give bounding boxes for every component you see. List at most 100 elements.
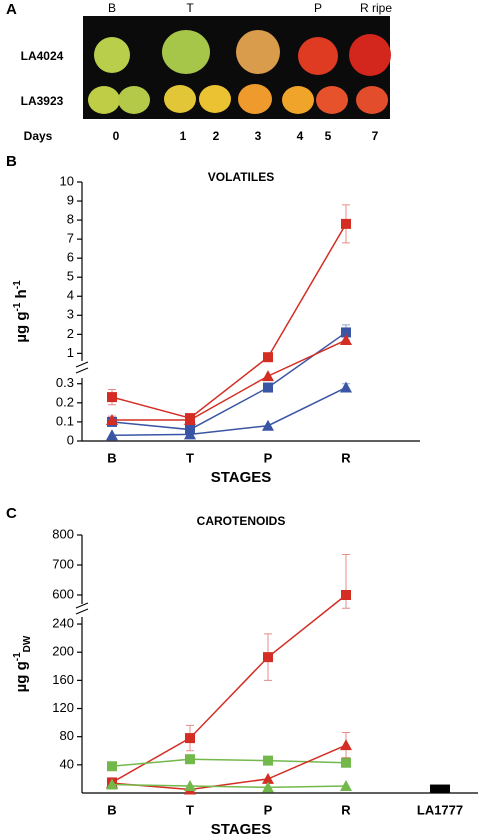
marker <box>262 419 274 431</box>
y-label-part: µg g <box>13 312 30 343</box>
y-tick-label: 1 <box>67 345 74 360</box>
y-label-part: -1 <box>12 302 23 311</box>
x-tick-label: R <box>341 802 351 817</box>
chart-title: VOLATILES <box>208 170 274 184</box>
y-axis-label: µg g-1​ h-1​ <box>12 280 30 343</box>
marker <box>106 414 118 425</box>
marker <box>263 352 273 363</box>
marker <box>263 382 273 393</box>
row-label: LA4024 <box>21 49 64 63</box>
marker <box>185 733 195 744</box>
marker <box>340 381 352 393</box>
series-line <box>111 386 347 437</box>
x-tick-label: P <box>264 802 273 817</box>
x-axis-label: STAGES <box>211 469 272 486</box>
axis-break <box>75 361 89 374</box>
stage-label: B <box>108 1 116 15</box>
error-bar <box>342 554 350 609</box>
y-tick-label: 0 <box>67 432 74 447</box>
day: 3 <box>255 129 262 143</box>
marker <box>184 414 196 425</box>
marker <box>340 334 352 346</box>
marker <box>106 429 118 441</box>
marker <box>341 590 351 600</box>
y-tick-label: 8 <box>67 212 74 227</box>
x-tick-label: R <box>341 450 351 465</box>
y-tick-label: 200 <box>52 644 74 659</box>
y-tick-label: 160 <box>52 672 74 687</box>
y-tick-label: 120 <box>52 700 74 715</box>
tomatoes <box>88 30 391 114</box>
marker <box>107 392 117 403</box>
y-tick-label: 800 <box>52 526 74 541</box>
y-axis-label: µg g-1​DW​ <box>12 635 33 692</box>
x-tick-label: T <box>186 450 194 465</box>
marker <box>262 781 274 793</box>
y-tick-label: 7 <box>67 231 74 246</box>
day: 4 <box>297 129 304 143</box>
y-label-part: µg g <box>13 661 30 692</box>
marker <box>263 652 273 663</box>
y-tick-label: 0.3 <box>56 375 74 390</box>
marker <box>341 327 351 338</box>
y-label-part: DW <box>22 635 33 652</box>
x-tick-label: B <box>107 450 116 465</box>
y-tick-label: 0.1 <box>56 413 74 428</box>
series-line <box>111 594 347 784</box>
y-tick-label: 6 <box>67 250 74 265</box>
y-label-part: h <box>13 289 30 302</box>
stage-label: T <box>186 1 194 15</box>
marker <box>263 755 273 766</box>
row-label: LA3923 <box>21 94 64 108</box>
x-tick-label: T <box>186 802 194 817</box>
series-line <box>111 223 347 419</box>
x-tick-label: B <box>107 802 116 817</box>
y-label-part: -1 <box>12 652 23 661</box>
marker <box>262 772 274 784</box>
chart-title: CAROTENOIDS <box>197 514 286 528</box>
y-tick-label: 5 <box>67 269 74 284</box>
y-tick-label: 2 <box>67 326 74 341</box>
marker <box>341 218 351 229</box>
marker <box>184 779 196 791</box>
x-axis-label: STAGES <box>211 821 272 838</box>
panel-label: A <box>6 1 17 18</box>
series-line <box>111 744 347 791</box>
day: 0 <box>113 129 120 143</box>
y-tick-label: 240 <box>52 615 74 630</box>
stage-label: P <box>314 1 322 15</box>
marker <box>340 779 352 791</box>
y-tick-label: 700 <box>52 556 74 571</box>
days-label: Days <box>24 129 53 143</box>
panel-label: B <box>6 153 17 170</box>
x-tick-label: P <box>264 450 273 465</box>
series-line <box>111 783 347 789</box>
y-tick-label: 10 <box>60 173 74 188</box>
y-tick-label: 80 <box>60 728 74 743</box>
bar <box>430 784 450 793</box>
series-line <box>111 331 347 431</box>
y-tick-label: 0.2 <box>56 394 74 409</box>
marker <box>340 739 352 751</box>
day: 1 <box>180 129 187 143</box>
y-tick-label: 600 <box>52 586 74 601</box>
day: 7 <box>372 129 379 143</box>
y-tick-label: 40 <box>60 756 74 771</box>
stage-label: R ripe <box>360 1 392 15</box>
marker <box>262 370 274 382</box>
marker <box>185 754 195 765</box>
day: 2 <box>213 129 220 143</box>
panel-label: C <box>6 505 17 522</box>
y-tick-label: 3 <box>67 307 74 322</box>
x-tick-label: LA1777 <box>417 802 463 817</box>
marker <box>107 761 117 772</box>
y-label-part: -1 <box>12 280 23 289</box>
y-tick-label: 4 <box>67 288 74 303</box>
y-tick-label: 9 <box>67 192 74 207</box>
day: 5 <box>325 129 332 143</box>
axis-break <box>75 602 89 615</box>
marker <box>341 757 351 768</box>
marker <box>184 428 196 440</box>
marker <box>106 778 118 790</box>
